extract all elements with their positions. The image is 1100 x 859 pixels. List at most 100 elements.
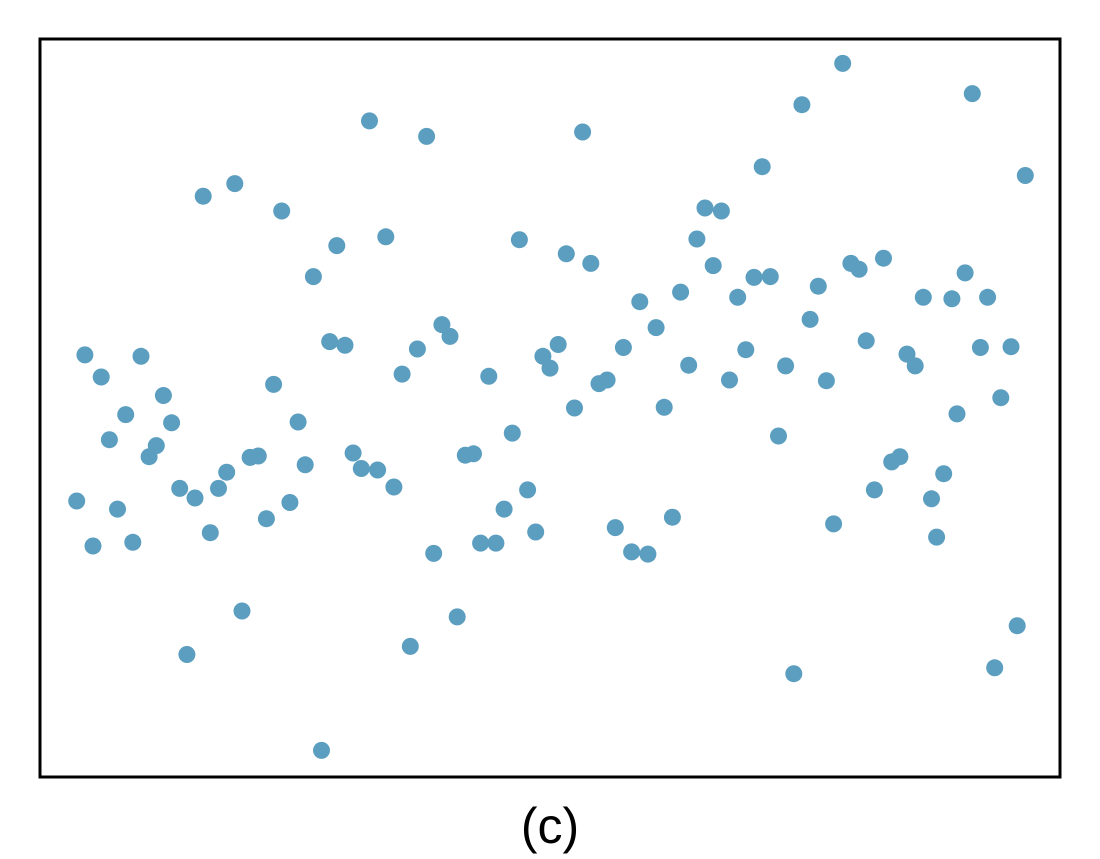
data-point xyxy=(928,528,946,546)
data-point xyxy=(729,288,747,306)
data-point xyxy=(408,340,426,358)
data-point xyxy=(935,465,953,483)
data-point xyxy=(850,260,868,278)
data-point xyxy=(623,543,641,561)
data-point xyxy=(154,387,172,404)
data-point xyxy=(956,264,974,282)
data-point xyxy=(979,288,997,306)
data-point xyxy=(857,332,875,350)
data-point xyxy=(124,533,142,551)
data-point xyxy=(321,333,339,351)
data-point xyxy=(663,508,681,526)
data-point xyxy=(194,187,212,205)
data-point xyxy=(448,608,466,626)
data-point xyxy=(825,515,843,533)
data-point xyxy=(249,447,267,465)
data-point xyxy=(986,659,1004,677)
data-point xyxy=(361,112,378,130)
data-point xyxy=(281,494,299,511)
data-point xyxy=(178,646,196,663)
data-point xyxy=(385,478,403,496)
data-point xyxy=(566,399,583,417)
data-point xyxy=(328,237,346,255)
data-point xyxy=(875,249,892,267)
data-point xyxy=(163,414,181,432)
data-point xyxy=(472,534,490,552)
data-point xyxy=(777,357,795,375)
data-point xyxy=(503,424,521,442)
data-point xyxy=(465,445,482,463)
data-point xyxy=(1008,617,1026,635)
data-point xyxy=(943,290,961,308)
data-point xyxy=(76,346,94,364)
data-point xyxy=(963,85,981,103)
data-point xyxy=(672,283,690,301)
data-point xyxy=(265,375,283,393)
data-point xyxy=(834,54,852,72)
data-point xyxy=(226,175,244,193)
data-point xyxy=(992,389,1010,407)
data-point xyxy=(639,545,657,563)
data-point xyxy=(527,523,545,541)
data-point xyxy=(369,461,387,479)
data-point xyxy=(418,127,436,145)
data-points xyxy=(68,54,1034,759)
data-point xyxy=(737,341,755,359)
data-point xyxy=(519,481,537,499)
data-point xyxy=(100,431,118,449)
data-point xyxy=(147,437,165,455)
data-point xyxy=(377,228,395,246)
data-point xyxy=(171,479,189,497)
data-point xyxy=(809,277,827,295)
data-point xyxy=(801,310,819,328)
data-point xyxy=(480,367,498,385)
data-point xyxy=(614,339,632,356)
data-point xyxy=(770,427,787,445)
data-point xyxy=(132,347,150,365)
data-point xyxy=(233,602,251,620)
data-point xyxy=(948,405,966,423)
data-point xyxy=(598,371,616,389)
data-point xyxy=(393,365,411,383)
data-point xyxy=(313,741,330,759)
data-point xyxy=(631,293,649,311)
plot-frame xyxy=(38,37,1062,779)
data-point xyxy=(898,345,916,363)
data-point xyxy=(401,637,419,655)
data-point xyxy=(487,534,505,552)
data-point xyxy=(582,254,600,272)
data-point xyxy=(761,268,779,286)
data-point xyxy=(696,199,714,217)
data-point xyxy=(92,368,110,386)
data-point xyxy=(688,230,706,248)
data-point xyxy=(336,336,354,354)
data-point xyxy=(273,202,291,220)
data-point xyxy=(745,268,763,286)
data-point xyxy=(557,245,575,263)
data-point xyxy=(117,406,135,424)
data-point xyxy=(296,456,314,474)
data-point xyxy=(574,123,592,141)
data-point xyxy=(344,444,362,462)
data-point xyxy=(289,413,307,431)
data-point xyxy=(865,481,883,499)
data-point xyxy=(753,158,771,176)
data-point xyxy=(352,460,370,477)
data-point xyxy=(1016,167,1034,184)
data-point xyxy=(606,519,624,537)
data-point xyxy=(680,356,698,374)
data-point xyxy=(109,500,126,518)
data-point xyxy=(210,479,227,497)
data-point xyxy=(793,96,811,114)
data-point xyxy=(495,500,513,518)
data-point xyxy=(914,288,932,306)
data-point xyxy=(712,202,730,220)
data-point xyxy=(647,319,665,337)
panel-label: (c) xyxy=(520,798,580,854)
data-point xyxy=(549,336,567,353)
data-point xyxy=(201,524,219,542)
data-point xyxy=(704,257,722,275)
data-point xyxy=(68,492,86,510)
data-point xyxy=(84,537,102,555)
